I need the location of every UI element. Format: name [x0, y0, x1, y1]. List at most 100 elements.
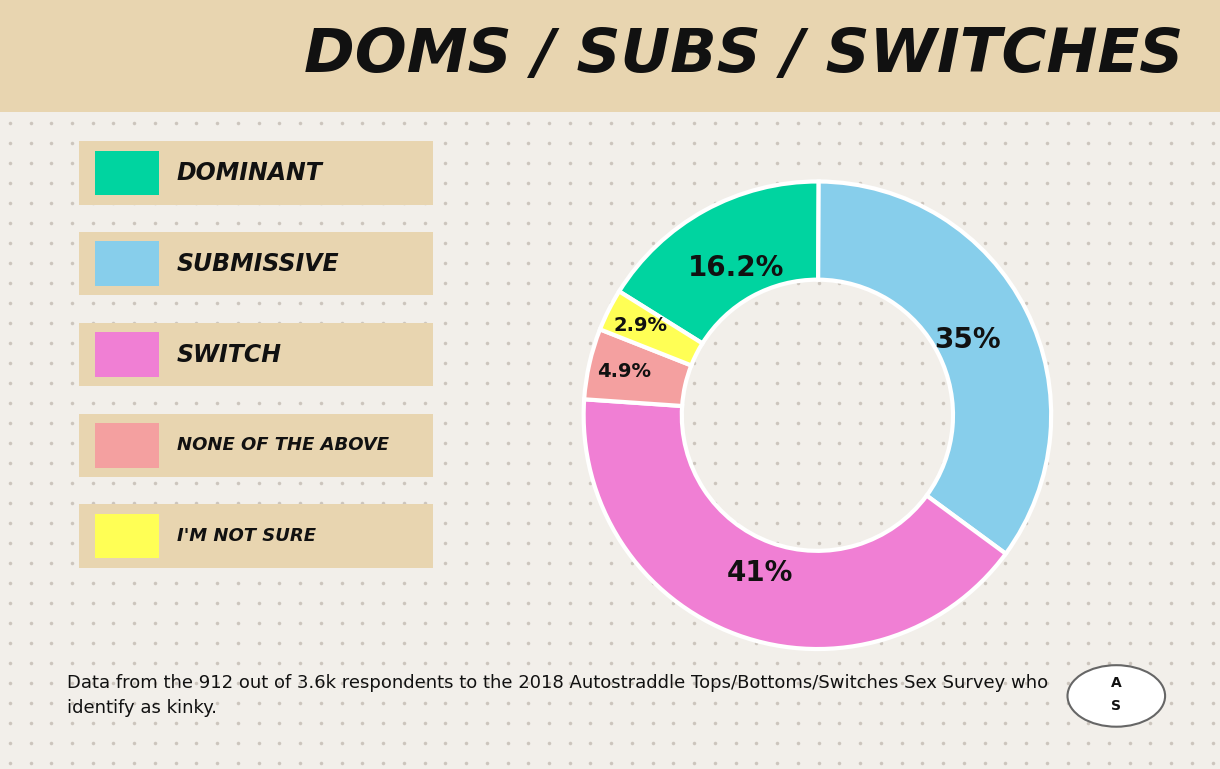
Point: [664, 717, 683, 729]
Point: [975, 657, 994, 669]
Point: [83, 457, 102, 469]
Point: [1120, 357, 1139, 369]
Point: [830, 737, 849, 749]
Point: [871, 177, 891, 189]
Point: [954, 237, 974, 249]
Point: [1099, 217, 1119, 229]
Point: [166, 477, 185, 489]
Point: [518, 257, 538, 269]
Point: [1037, 337, 1057, 349]
Point: [726, 377, 745, 389]
Point: [518, 637, 538, 649]
Point: [913, 537, 932, 549]
Point: [1078, 117, 1098, 129]
Point: [104, 197, 123, 209]
Point: [664, 337, 683, 349]
Point: [1203, 717, 1220, 729]
Point: [353, 457, 372, 469]
Text: I'M NOT SURE: I'M NOT SURE: [177, 527, 316, 545]
Point: [104, 437, 123, 449]
Point: [1037, 397, 1057, 409]
Point: [249, 637, 268, 649]
Point: [290, 117, 310, 129]
Point: [871, 197, 891, 209]
Point: [270, 577, 289, 589]
Point: [228, 437, 248, 449]
Point: [933, 257, 953, 269]
Point: [788, 317, 808, 329]
Point: [539, 237, 559, 249]
Point: [415, 217, 434, 229]
Point: [975, 117, 994, 129]
Point: [767, 597, 787, 609]
Point: [0, 137, 20, 149]
Point: [788, 277, 808, 289]
Wedge shape: [819, 181, 1052, 554]
Point: [166, 537, 185, 549]
Point: [871, 377, 891, 389]
Point: [850, 217, 870, 229]
Point: [996, 117, 1015, 129]
Point: [1099, 457, 1119, 469]
Point: [145, 457, 165, 469]
Point: [747, 497, 766, 509]
Point: [1203, 757, 1220, 769]
Point: [1182, 617, 1202, 629]
Point: [1120, 317, 1139, 329]
Point: [456, 597, 476, 609]
Point: [1058, 457, 1077, 469]
Point: [1016, 617, 1036, 629]
Point: [705, 117, 725, 129]
Point: [1120, 497, 1139, 509]
Point: [1120, 737, 1139, 749]
Point: [394, 277, 414, 289]
Point: [830, 497, 849, 509]
Point: [871, 437, 891, 449]
Point: [581, 617, 600, 629]
Point: [933, 677, 953, 689]
Point: [767, 657, 787, 669]
Point: [809, 537, 828, 549]
Point: [332, 117, 351, 129]
Point: [290, 397, 310, 409]
Point: [809, 737, 828, 749]
Point: [415, 717, 434, 729]
Point: [539, 177, 559, 189]
Point: [581, 317, 600, 329]
Point: [373, 657, 393, 669]
Point: [747, 557, 766, 569]
Point: [207, 317, 227, 329]
Point: [394, 157, 414, 169]
Point: [850, 557, 870, 569]
Point: [311, 757, 331, 769]
Point: [104, 557, 123, 569]
Point: [41, 197, 61, 209]
Point: [145, 617, 165, 629]
Point: [809, 457, 828, 469]
Point: [1037, 537, 1057, 549]
Point: [1141, 277, 1160, 289]
Point: [1016, 577, 1036, 589]
Point: [104, 657, 123, 669]
Point: [83, 357, 102, 369]
Point: [104, 117, 123, 129]
Point: [498, 337, 517, 349]
Point: [622, 377, 642, 389]
Point: [871, 497, 891, 509]
Point: [498, 697, 517, 709]
FancyBboxPatch shape: [79, 504, 433, 568]
Text: 2.9%: 2.9%: [612, 316, 667, 335]
Point: [747, 357, 766, 369]
Point: [104, 177, 123, 189]
Point: [270, 137, 289, 149]
Point: [809, 497, 828, 509]
Point: [1037, 377, 1057, 389]
Point: [871, 557, 891, 569]
Point: [622, 337, 642, 349]
Point: [518, 397, 538, 409]
Point: [124, 677, 144, 689]
Point: [975, 437, 994, 449]
Point: [207, 697, 227, 709]
Point: [1058, 597, 1077, 609]
Point: [311, 617, 331, 629]
